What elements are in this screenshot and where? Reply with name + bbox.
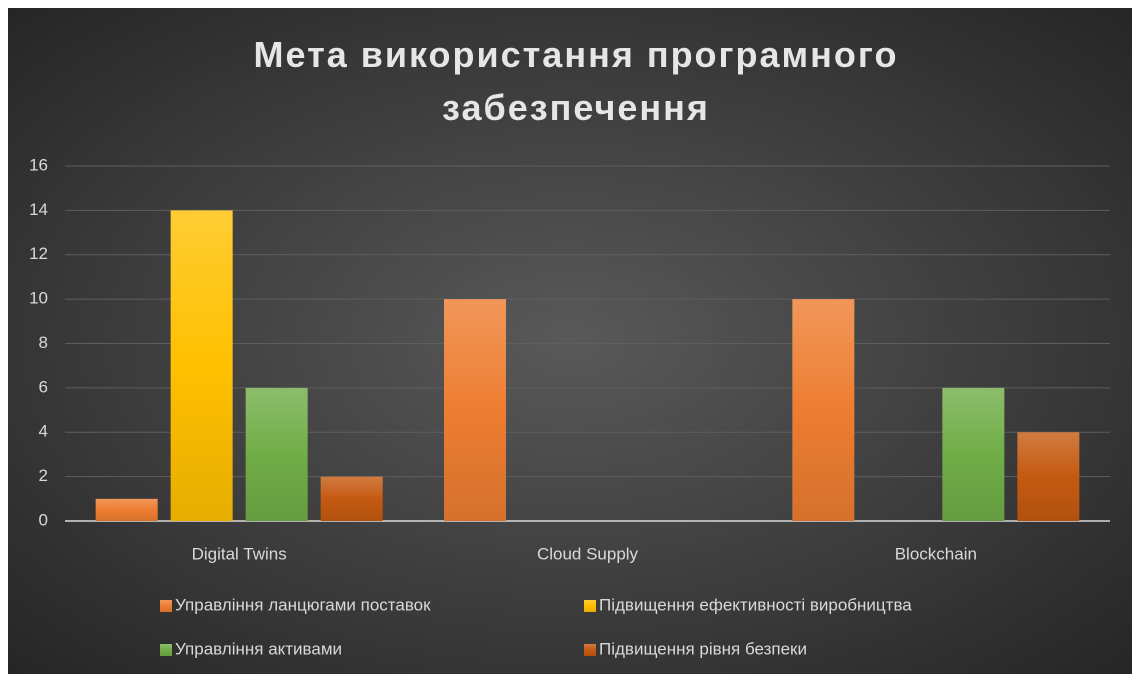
legend-swatch	[584, 644, 596, 656]
y-tick-label: 16	[29, 155, 48, 174]
y-tick-label: 10	[29, 289, 48, 308]
bar	[444, 299, 506, 521]
legend-label: Підвищення ефективності виробництва	[599, 595, 912, 614]
legend-swatch	[160, 644, 172, 656]
chart-title: Мета використання програмного забезпеченн…	[254, 34, 899, 128]
y-tick-label: 8	[39, 333, 48, 352]
legend-swatch	[584, 600, 596, 612]
bar	[320, 476, 383, 521]
bar	[170, 210, 233, 521]
y-tick-label: 14	[29, 200, 48, 219]
bar	[942, 387, 1005, 521]
legend-swatch	[160, 600, 172, 612]
y-tick-label: 6	[39, 377, 48, 396]
x-tick-label: Cloud Supply	[537, 544, 639, 563]
legend-label: Управління ланцюгами поставок	[175, 595, 431, 614]
bar	[95, 498, 158, 521]
x-tick-label: Digital Twins	[192, 544, 287, 563]
bar	[792, 299, 855, 521]
bar	[1017, 432, 1080, 521]
y-tick-label: 0	[39, 510, 48, 529]
y-tick-label: 2	[39, 466, 48, 485]
legend-label: Управління активами	[175, 639, 342, 658]
y-tick-label: 12	[29, 244, 48, 263]
x-tick-label: Blockchain	[895, 544, 977, 563]
legend-label: Підвищення рівня безпеки	[599, 639, 807, 658]
bar	[245, 387, 308, 521]
y-tick-label: 4	[39, 422, 48, 441]
